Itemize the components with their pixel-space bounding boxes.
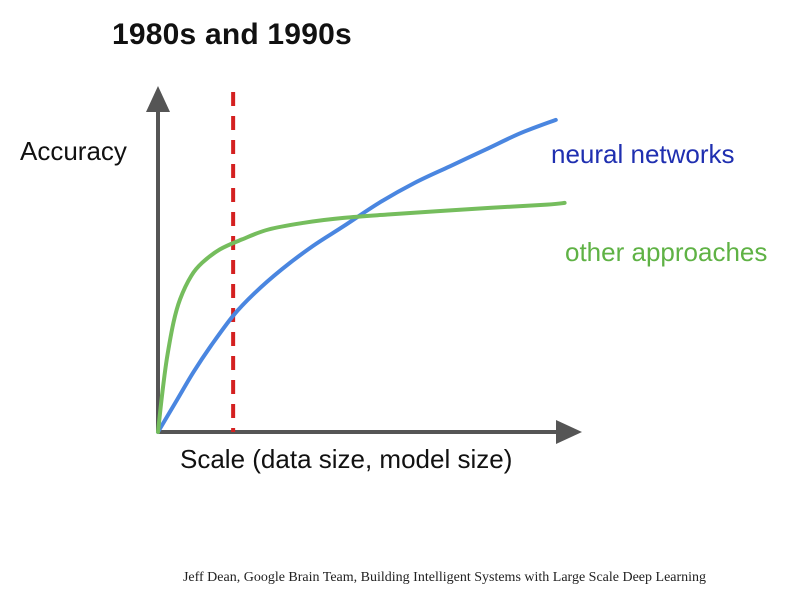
x-axis-arrowhead xyxy=(556,420,582,444)
slide-title: 1980s and 1990s xyxy=(112,18,352,51)
y-axis-arrowhead xyxy=(146,86,170,112)
series-line-other-approaches xyxy=(156,200,567,434)
series-label-neural-networks: neural networks xyxy=(551,139,735,169)
series-label-other-approaches: other approaches xyxy=(565,237,767,267)
x-axis-label: Scale (data size, model size) xyxy=(180,444,512,474)
y-axis-label: Accuracy xyxy=(20,136,127,166)
slide-caption: Jeff Dean, Google Brain Team, Building I… xyxy=(182,570,707,585)
series-line-neural-networks xyxy=(156,117,558,434)
